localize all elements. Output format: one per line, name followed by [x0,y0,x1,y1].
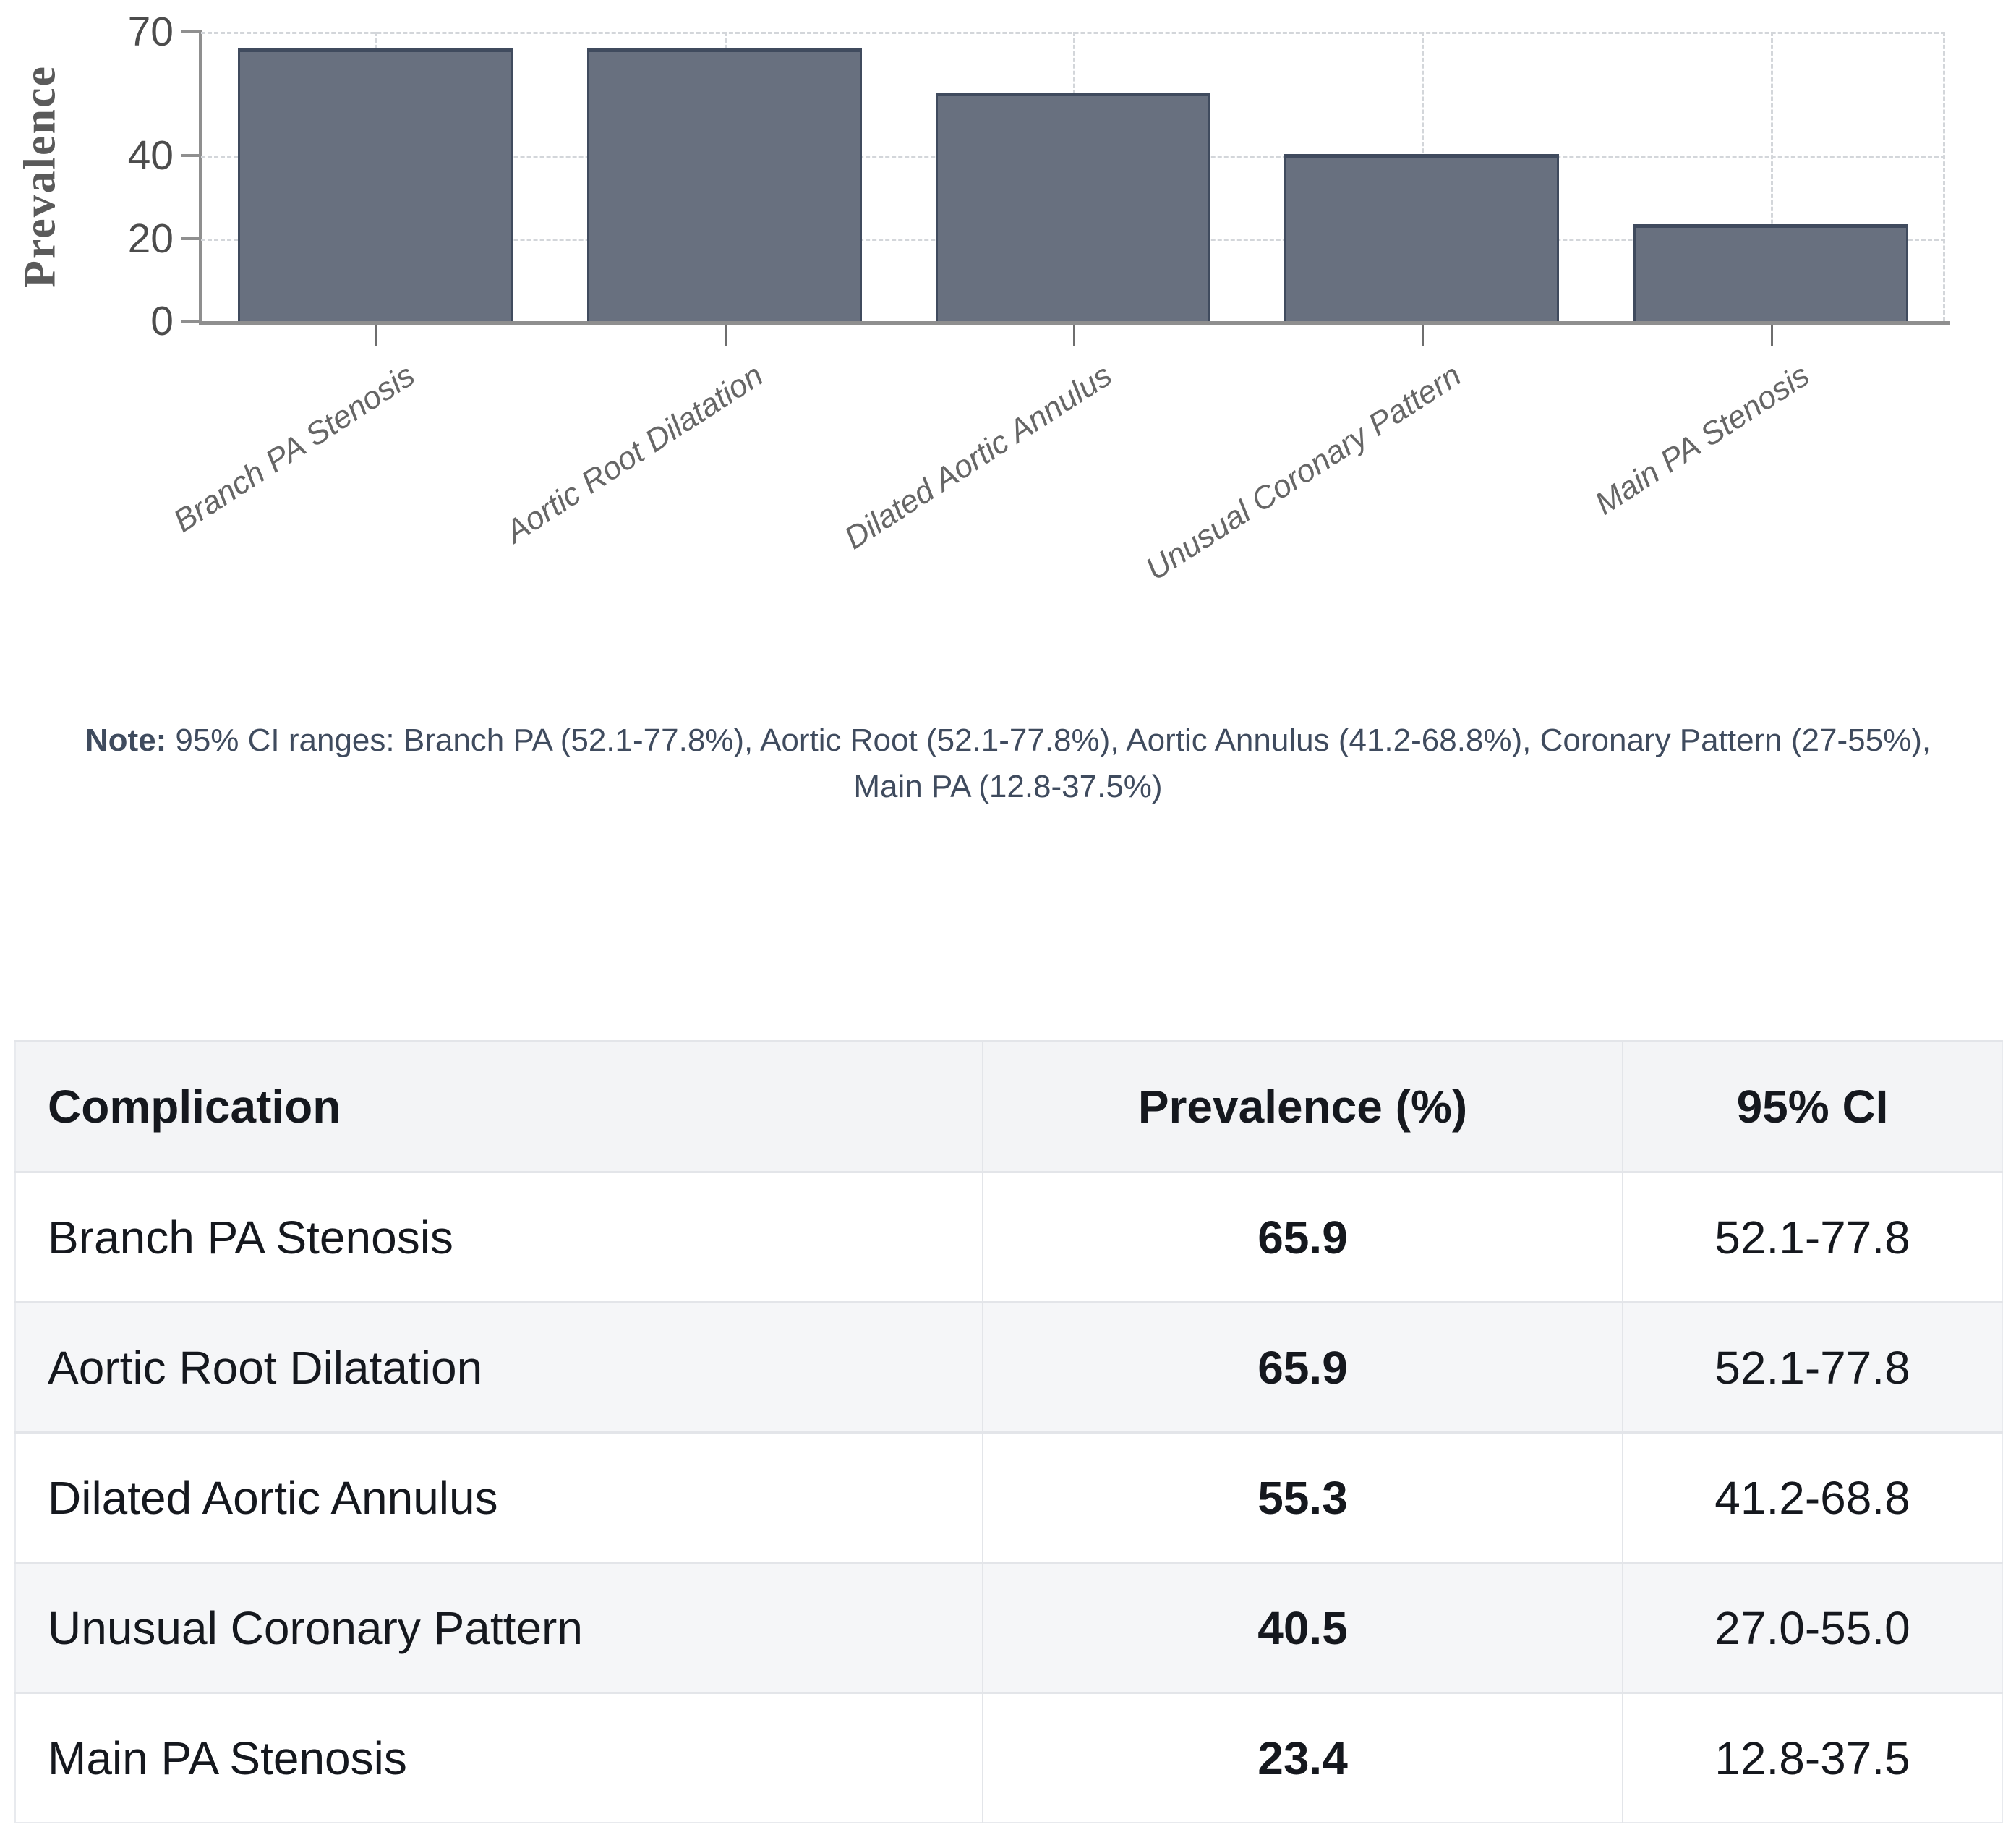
header-95ci: 95% CI [1622,1040,2002,1172]
header-prevalence: Prevalence (%) [982,1040,1623,1172]
category-band-main-pa-stenosis: Main PA Stenosis [1589,32,1945,522]
table-row-dilated-aortic-annulus: Dilated Aortic Annulus 55.3 41.2-68.8 [15,1431,2002,1563]
x-tick-label: Unusual Coronary Pattern [1139,357,1468,588]
table-header: Complication Prevalence (%) 95% CI [15,1040,2002,1172]
table-row-unusual-coronary-pattern: Unusual Coronary Pattern 40.5 27.0-55.0 [15,1562,2002,1693]
x-axis-line [199,321,1950,325]
bar-unusual-coronary-pattern [1284,153,1560,321]
category-bands: Branch PA Stenosis Aortic Root Dilatation… [167,32,1945,587]
table-header-row: Complication Prevalence (%) 95% CI [15,1040,2002,1172]
table-body: Branch PA Stenosis 65.9 52.1-77.8 Aortic Ro… [15,1171,2002,1823]
plot-area: Branch PA Stenosis Aortic Root Dilatation… [167,32,1945,587]
prevalence-cell: 55.3 [982,1431,1623,1563]
x-tick [375,325,378,346]
bar-branch-pa-stenosis [238,48,513,321]
y-tick-label: 20 [127,215,174,262]
y-tick-label: 70 [127,9,174,55]
horizontal-gridline [201,32,1945,34]
note-label: Note: [85,722,167,758]
x-tick-label: Branch PA Stenosis [167,357,421,540]
ci-cell: 27.0-55.0 [1622,1562,2002,1693]
x-tick [1770,325,1773,346]
category-band-branch-pa-stenosis: Branch PA Stenosis [167,32,550,540]
prevalence-cell: 65.9 [982,1171,1623,1303]
complication-cell: Aortic Root Dilatation [15,1301,983,1433]
y-tick-label: 0 [150,298,174,344]
ci-cell: 41.2-68.8 [1622,1431,2002,1563]
y-tick-mark [181,30,200,33]
prevalence-cell: 40.5 [982,1562,1623,1693]
bar-aortic-root-dilatation [586,48,862,321]
ci-cell: 52.1-77.8 [1622,1301,2002,1433]
complication-cell: Main PA Stenosis [15,1692,983,1823]
complication-cell: Unusual Coronary Pattern [15,1562,983,1693]
plot-right-gridline [1943,32,1945,321]
prevalence-bar-chart: Prevalence 70 40 20 0 Branch PA Stenosis Aor… [0,0,2016,651]
bar-dilated-aortic-annulus [936,93,1211,321]
y-tick-mark [181,237,200,240]
complication-cell: Branch PA Stenosis [15,1171,983,1303]
note-text: 95% CI ranges: Branch PA (52.1-77.8%), A… [175,722,1931,804]
prevalence-cell: 65.9 [982,1301,1623,1433]
y-tick-mark [181,320,200,323]
prevalence-cell: 23.4 [982,1692,1623,1823]
ci-cell: 52.1-77.8 [1622,1171,2002,1303]
category-band-aortic-root-dilatation: Aortic Root Dilatation [500,32,898,550]
y-tick-label: 40 [127,132,174,179]
bar-main-pa-stenosis [1633,224,1908,321]
complications-table: Complication Prevalence (%) 95% CI Branc… [14,1040,2003,1823]
x-tick [1073,325,1076,346]
x-tick [724,325,727,346]
x-tick-label: Dilated Aortic Annulus [838,357,1119,557]
vertical-gridline [1770,32,1773,321]
x-tick-label: Main PA Stenosis [1589,357,1816,522]
table-row-main-pa-stenosis: Main PA Stenosis 23.4 12.8-37.5 [15,1692,2002,1823]
header-complication: Complication [15,1040,983,1172]
y-tick-mark [181,154,200,158]
x-tick-label: Aortic Root Dilatation [499,357,770,550]
ci-cell: 12.8-37.5 [1622,1692,2002,1823]
table-row-branch-pa-stenosis: Branch PA Stenosis 65.9 52.1-77.8 [15,1171,2002,1303]
category-band-unusual-coronary-pattern: Unusual Coronary Pattern [1140,32,1596,587]
chart-note: Note: 95% CI ranges: Branch PA (52.1-77.8… [20,671,1996,809]
table-row-aortic-root-dilatation: Aortic Root Dilatation 65.9 52.1-77.8 [15,1301,2002,1433]
complication-cell: Dilated Aortic Annulus [15,1431,983,1563]
y-axis-line [199,30,202,324]
category-band-dilated-aortic-annulus: Dilated Aortic Annulus [839,32,1247,556]
x-tick [1422,325,1425,346]
